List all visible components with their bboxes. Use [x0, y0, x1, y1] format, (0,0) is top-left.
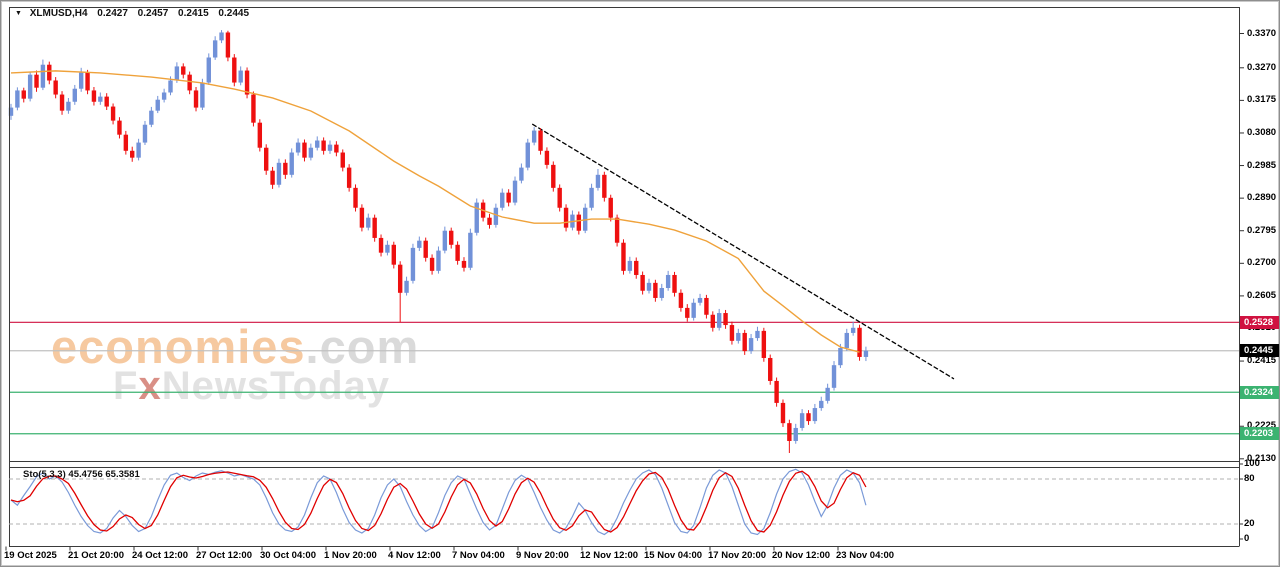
time-axis-label: 30 Oct 04:00 [260, 550, 316, 561]
indicator-scale-label: 80 [1244, 473, 1255, 484]
price-axis-label: 0.2225 [1247, 420, 1277, 432]
time-axis-label: 9 Nov 20:00 [516, 550, 569, 561]
indicator-values: 45.4756 65.3581 [68, 469, 140, 480]
time-axis-label: 7 Nov 04:00 [452, 550, 505, 561]
price-axis-label: 0.2985 [1247, 159, 1277, 171]
watermark-x-glyph: x [138, 364, 162, 408]
price-axis-label: 0.2890 [1247, 192, 1277, 204]
ohlc-low: 0.2415 [178, 8, 209, 19]
watermark-subtitle: FxNewsToday [113, 364, 391, 408]
ohlc-close: 0.2445 [218, 8, 250, 19]
price-axis-label: 0.2415 [1247, 355, 1277, 367]
time-axis-label: 4 Nov 12:00 [388, 550, 441, 561]
chart-title: ▼ XLMUSD,H4 0.2427 0.2457 0.2415 0.2445 [15, 8, 249, 19]
price-badge-support: 0.2324 [1240, 385, 1279, 399]
price-axis-label: 0.2130 [1247, 452, 1277, 464]
ohlc-high: 0.2457 [137, 8, 169, 19]
symbol-dropdown-icon[interactable]: ▼ [15, 10, 22, 17]
price-badge-current: 0.2445 [1240, 344, 1279, 358]
time-axis-label: 12 Nov 12:00 [580, 550, 639, 561]
sto-k-line [10, 468, 867, 536]
ma-line[interactable] [10, 70, 860, 353]
time-axis-label: 23 Nov 04:00 [836, 550, 895, 561]
price-axis-label: 0.3080 [1247, 126, 1277, 138]
indicator-scale-label: 20 [1244, 518, 1255, 529]
watermark: economies.com FxNewsToday [51, 323, 419, 406]
candles-layer [8, 30, 869, 453]
price-axis-label: 0.3175 [1247, 94, 1277, 106]
time-axis-label: 15 Nov 04:00 [644, 550, 703, 561]
time-axis-label: 24 Oct 12:00 [132, 550, 188, 561]
sto-d-line [10, 470, 867, 533]
price-axis-label: 0.2605 [1247, 289, 1277, 301]
price-badge-support: 0.2203 [1240, 427, 1279, 441]
symbol-timeframe-label: XLMUSD,H4 [29, 8, 88, 19]
time-axis-label: 17 Nov 20:00 [708, 550, 767, 561]
indicator-scale-label: 100 [1244, 458, 1260, 469]
watermark-brand: economies [51, 320, 306, 373]
time-axis-label: 27 Oct 12:00 [196, 550, 252, 561]
time-axis-label: 1 Nov 20:00 [324, 550, 377, 561]
watermark-logo: economies.com [51, 323, 419, 370]
price-axis-label: 0.3370 [1247, 27, 1277, 39]
price-axis-label: 0.2795 [1247, 224, 1277, 236]
time-axis-label: 21 Oct 20:00 [68, 550, 124, 561]
price-axis-label: 0.2700 [1247, 257, 1277, 269]
price-axis-label: 0.3270 [1247, 61, 1277, 73]
trendline[interactable] [531, 123, 955, 380]
price-badge-resistance: 0.2528 [1240, 315, 1279, 329]
watermark-domain: .com [305, 320, 420, 373]
ohlc-open: 0.2427 [97, 8, 128, 19]
indicator-label: Sto(5,3,3) 45.4756 65.3581 [23, 469, 140, 480]
time-axis-label: 20 Nov 12:00 [772, 550, 831, 561]
indicator-scale-label: 0 [1244, 533, 1250, 544]
time-axis-label: 19 Oct 2025 [4, 550, 57, 561]
